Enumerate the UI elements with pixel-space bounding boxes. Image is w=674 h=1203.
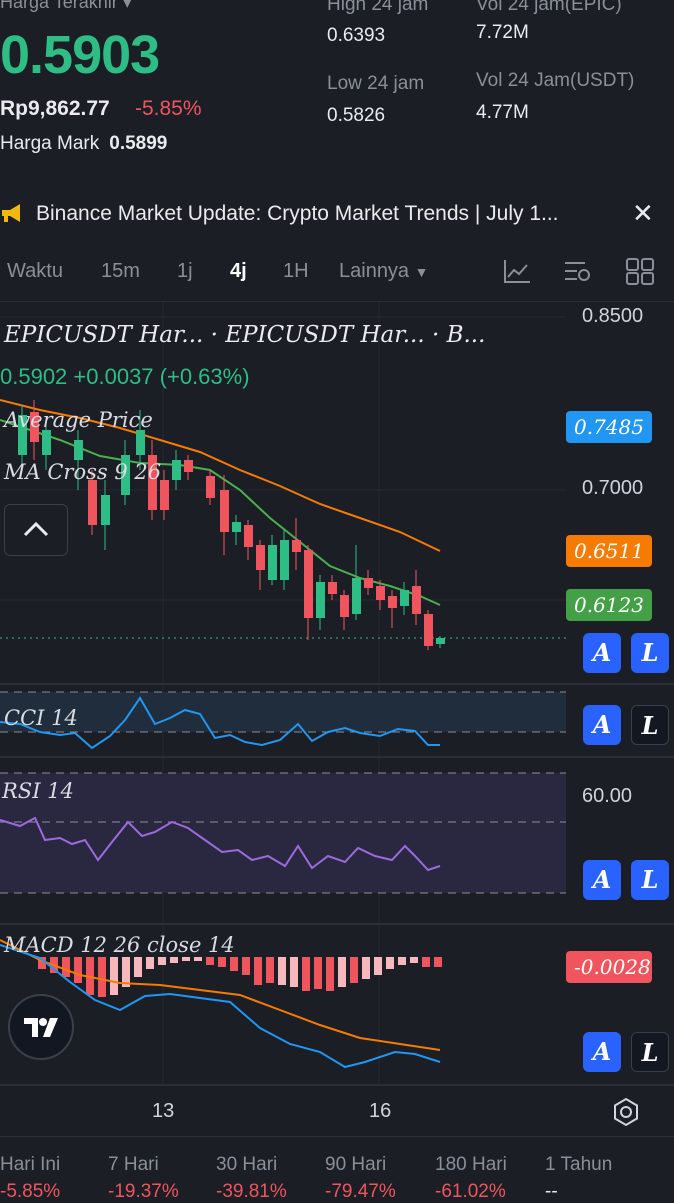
axis-label-rsi: 60.00	[582, 785, 633, 807]
log-scale-button-cci[interactable]: L	[631, 705, 669, 745]
low-24h-value: 0.5826	[327, 105, 386, 126]
auto-scale-button-cci[interactable]: A	[583, 705, 621, 745]
x-axis-label-13: 13	[152, 1100, 175, 1122]
chart-symbol-legend[interactable]: EPICUSDT Har... · EPICUSDT Har... · B...	[4, 322, 486, 348]
high-24h-label: High 24 jam	[327, 0, 429, 15]
period-label-180d: 180 Hari	[435, 1154, 507, 1175]
period-label-7d: 7 Hari	[108, 1154, 159, 1175]
ma-fast-tag: 0.6123	[566, 589, 652, 621]
ma-cross-legend[interactable]: MA Cross 9 26	[4, 460, 162, 484]
tab-time[interactable]: Waktu	[7, 260, 63, 282]
vol-base-value: 7.72M	[476, 22, 529, 43]
tab-more[interactable]: Lainnya ▼	[339, 260, 429, 282]
period-label-1y: 1 Tahun	[545, 1154, 613, 1175]
ma-slow-tag: 0.6511	[566, 535, 652, 567]
tab-1j[interactable]: 1j	[177, 260, 193, 282]
period-value-180d: -61.02%	[435, 1181, 506, 1202]
megaphone-icon	[2, 204, 20, 222]
log-scale-button-macd[interactable]: L	[631, 1032, 669, 1072]
auto-scale-button-macd[interactable]: A	[583, 1032, 621, 1072]
log-scale-button-rsi[interactable]: L	[631, 860, 669, 900]
tradingview-icon	[24, 1018, 58, 1037]
vol-quote-value: 4.77M	[476, 102, 529, 123]
cci-legend[interactable]: CCI 14	[4, 706, 78, 730]
chart-settings-icon[interactable]	[563, 256, 593, 286]
period-value-1y: --	[545, 1181, 558, 1202]
idr-price: Rp9,862.77	[0, 97, 110, 120]
price-chart[interactable]	[0, 302, 674, 1102]
macd-legend[interactable]: MACD 12 26 close 14	[4, 933, 235, 957]
rsi-legend[interactable]: RSI 14	[2, 779, 74, 803]
period-label-today: Hari Ini	[0, 1154, 61, 1175]
period-value-7d: -19.37%	[108, 1181, 179, 1202]
period-value-today: -5.85%	[0, 1181, 61, 1202]
vol-quote-label: Vol 24 Jam(USDT)	[476, 70, 635, 91]
tab-15m[interactable]: 15m	[101, 260, 140, 282]
chart-gear-icon[interactable]	[610, 1096, 642, 1128]
ohlc-legend: 0.5902 +0.0037 (+0.63%)	[0, 364, 250, 389]
last-price: 0.5903	[0, 25, 160, 85]
layout-grid-icon[interactable]	[625, 256, 655, 286]
period-label-30d: 30 Hari	[216, 1154, 278, 1175]
tab-4j[interactable]: 4j	[230, 260, 247, 282]
macd-histogram	[38, 957, 442, 997]
period-divider	[0, 1136, 674, 1137]
indicator-icon[interactable]	[502, 256, 532, 286]
tradingview-logo[interactable]	[8, 994, 74, 1060]
x-axis-label-16: 16	[369, 1100, 392, 1122]
last-price-label: Harga Terakhir ▾	[0, 0, 132, 12]
high-24h-value: 0.6393	[327, 25, 386, 46]
news-banner[interactable]: Binance Market Update: Crypto Market Tre…	[36, 202, 559, 225]
auto-scale-button-rsi[interactable]: A	[583, 860, 621, 900]
period-value-90d: -79.47%	[325, 1181, 396, 1202]
mark-price-value: 0.5899	[109, 133, 168, 154]
mark-price-row: Harga Mark 0.5899	[0, 133, 167, 155]
period-value-30d: -39.81%	[216, 1181, 287, 1202]
candlesticks	[18, 400, 445, 650]
mark-price-label: Harga Mark	[0, 133, 100, 154]
log-scale-button-main[interactable]: L	[631, 633, 669, 673]
close-icon[interactable]: ✕	[632, 198, 654, 228]
low-24h-label: Low 24 jam	[327, 73, 425, 94]
axis-label-top: 0.8500	[582, 305, 644, 327]
chevron-up-icon	[23, 521, 49, 537]
average-price-tag: 0.7485	[566, 411, 652, 443]
period-label-90d: 90 Hari	[325, 1154, 387, 1175]
average-price-legend[interactable]: Average Price	[4, 408, 153, 432]
auto-scale-button-main[interactable]: A	[583, 633, 621, 673]
axis-label-mid: 0.7000	[582, 477, 644, 499]
toolbar-divider	[0, 301, 674, 302]
vol-base-label: Vol 24 jam(EPIC)	[476, 0, 622, 15]
tab-1h[interactable]: 1H	[283, 260, 309, 282]
change-percent: -5.85%	[135, 97, 202, 120]
collapse-legend-button[interactable]	[4, 504, 68, 556]
macd-value-tag: -0.0028	[566, 951, 652, 983]
